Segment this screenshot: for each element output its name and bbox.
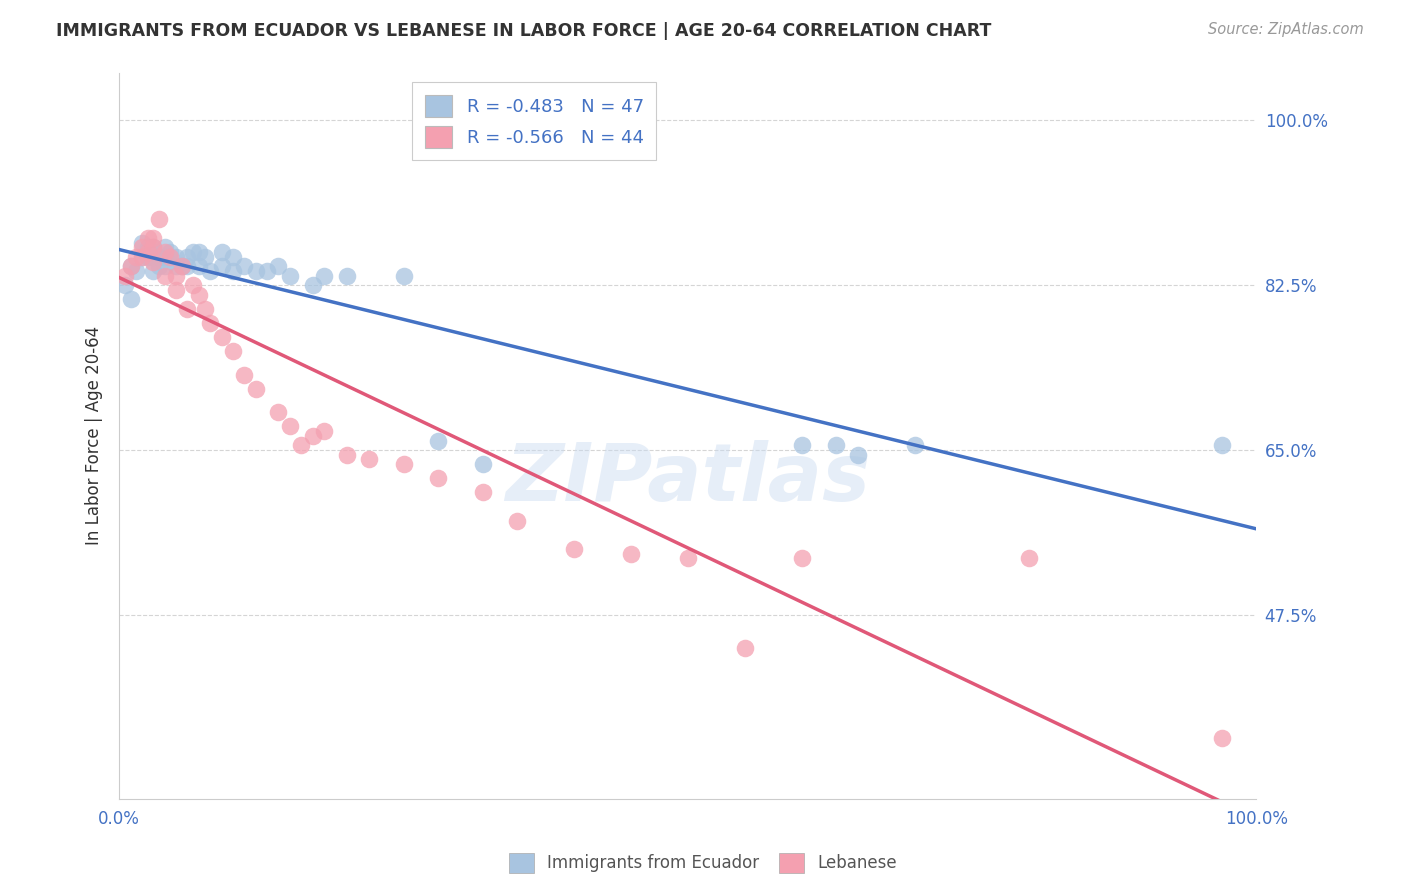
Text: IMMIGRANTS FROM ECUADOR VS LEBANESE IN LABOR FORCE | AGE 20-64 CORRELATION CHART: IMMIGRANTS FROM ECUADOR VS LEBANESE IN L… [56, 22, 991, 40]
Point [245, 264, 267, 278]
Legend: Immigrants from Ecuador, Lebanese: Immigrants from Ecuador, Lebanese [502, 847, 904, 880]
Point [824, 438, 846, 452]
Point [426, 471, 449, 485]
Point [114, 268, 136, 283]
Point [165, 259, 187, 273]
Point [1211, 438, 1233, 452]
Point [245, 382, 267, 396]
Point [222, 344, 245, 359]
Point [131, 240, 153, 254]
Point [170, 259, 193, 273]
Point [278, 268, 301, 283]
Point [114, 278, 136, 293]
Point [200, 316, 222, 330]
Point [153, 259, 176, 273]
Point [187, 287, 209, 301]
Point [193, 250, 215, 264]
Point [211, 245, 233, 260]
Point [312, 424, 335, 438]
Point [301, 278, 323, 293]
Point [472, 485, 495, 500]
Point [267, 259, 290, 273]
Point [176, 250, 198, 264]
Point [312, 268, 335, 283]
Point [120, 259, 142, 273]
Point [193, 301, 215, 316]
Point [131, 235, 153, 250]
Point [159, 250, 181, 264]
Point [153, 250, 176, 264]
Point [142, 264, 165, 278]
Point [233, 368, 256, 382]
Point [181, 278, 204, 293]
Legend: R = -0.483   N = 47, R = -0.566   N = 44: R = -0.483 N = 47, R = -0.566 N = 44 [412, 82, 657, 161]
Point [256, 264, 278, 278]
Point [392, 268, 415, 283]
Point [426, 434, 449, 448]
Point [472, 457, 495, 471]
Point [170, 259, 193, 273]
Point [267, 405, 290, 419]
Point [120, 259, 142, 273]
Point [290, 438, 312, 452]
Point [200, 264, 222, 278]
Point [125, 250, 148, 264]
Point [125, 264, 148, 278]
Point [359, 452, 381, 467]
Point [734, 640, 756, 655]
Point [222, 250, 245, 264]
Text: Source: ZipAtlas.com: Source: ZipAtlas.com [1208, 22, 1364, 37]
Point [131, 250, 153, 264]
Point [904, 438, 927, 452]
Point [506, 514, 529, 528]
Point [165, 250, 187, 264]
Point [136, 240, 159, 254]
Point [301, 429, 323, 443]
Point [153, 245, 176, 260]
Point [620, 547, 643, 561]
Point [211, 259, 233, 273]
Point [1211, 731, 1233, 745]
Point [562, 541, 585, 556]
Point [392, 457, 415, 471]
Point [336, 268, 359, 283]
Point [148, 259, 170, 273]
Point [165, 283, 187, 297]
Point [222, 264, 245, 278]
Point [142, 250, 165, 264]
Point [153, 240, 176, 254]
Point [148, 212, 170, 227]
Point [336, 448, 359, 462]
Point [159, 245, 181, 260]
Point [165, 268, 187, 283]
Y-axis label: In Labor Force | Age 20-64: In Labor Force | Age 20-64 [86, 326, 103, 546]
Point [176, 259, 198, 273]
Point [848, 448, 870, 462]
Point [233, 259, 256, 273]
Point [142, 240, 165, 254]
Point [142, 254, 165, 268]
Point [1018, 551, 1040, 566]
Point [176, 301, 198, 316]
Point [153, 268, 176, 283]
Point [142, 240, 165, 254]
Point [790, 551, 813, 566]
Point [181, 245, 204, 260]
Point [136, 231, 159, 245]
Point [136, 245, 159, 260]
Point [187, 259, 209, 273]
Point [278, 419, 301, 434]
Point [211, 330, 233, 344]
Point [142, 231, 165, 245]
Point [790, 438, 813, 452]
Point [131, 250, 153, 264]
Point [187, 245, 209, 260]
Point [148, 250, 170, 264]
Point [120, 292, 142, 306]
Point [676, 551, 699, 566]
Text: ZIPatlas: ZIPatlas [505, 441, 870, 518]
Point [136, 250, 159, 264]
